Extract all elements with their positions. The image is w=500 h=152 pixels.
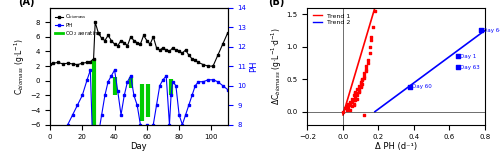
- Point: [352, 96, 360, 98]
- Legend: C$_{biomass}$, PH, CO$_2$ aerating: C$_{biomass}$, PH, CO$_2$ aerating: [53, 10, 104, 40]
- Point: [356, 83, 364, 86]
- Y-axis label: C$_{biomass}$ (g·L$^{-1}$): C$_{biomass}$ (g·L$^{-1}$): [12, 38, 27, 95]
- X-axis label: Day: Day: [130, 142, 147, 151]
- Text: Day 64: Day 64: [483, 28, 500, 33]
- X-axis label: Δ PH (d⁻¹): Δ PH (d⁻¹): [375, 142, 418, 151]
- Point: [406, 86, 414, 88]
- Point: [348, 101, 356, 103]
- Point: [358, 78, 366, 80]
- Point: [360, 114, 368, 116]
- Text: (A): (A): [18, 0, 34, 7]
- Point: [346, 104, 354, 106]
- Point: [353, 88, 361, 90]
- Point: [364, 62, 372, 64]
- Point: [362, 68, 370, 71]
- Point: [342, 105, 350, 108]
- Text: Day 60: Day 60: [412, 84, 432, 89]
- Point: [350, 99, 358, 101]
- Point: [364, 58, 372, 61]
- Point: [356, 84, 364, 87]
- Y-axis label: ΔC$_{biomass}$ (g·L$^{-1}$·d$^{-1}$): ΔC$_{biomass}$ (g·L$^{-1}$·d$^{-1}$): [270, 27, 283, 105]
- Text: (B): (B): [268, 0, 285, 7]
- Point: [355, 91, 363, 93]
- Point: [353, 92, 361, 95]
- Point: [358, 83, 366, 86]
- Point: [356, 86, 364, 88]
- Point: [355, 84, 363, 87]
- Point: [344, 107, 352, 110]
- Point: [353, 94, 361, 97]
- Point: [346, 109, 354, 112]
- Point: [366, 52, 374, 54]
- Point: [360, 77, 368, 79]
- Point: [355, 90, 363, 92]
- Point: [356, 81, 364, 84]
- Point: [340, 107, 348, 110]
- Point: [454, 66, 462, 69]
- Point: [358, 79, 366, 82]
- Point: [352, 99, 360, 101]
- Point: [362, 70, 370, 73]
- Point: [368, 36, 376, 38]
- Point: [350, 103, 358, 105]
- Point: [362, 65, 370, 67]
- Point: [348, 105, 356, 108]
- Point: [355, 88, 363, 90]
- Point: [350, 94, 358, 97]
- Point: [371, 10, 379, 12]
- Point: [342, 109, 350, 112]
- Point: [360, 71, 368, 74]
- Point: [454, 55, 462, 58]
- Point: [352, 92, 360, 95]
- Y-axis label: PH: PH: [249, 60, 258, 72]
- Point: [369, 26, 377, 28]
- Point: [339, 110, 347, 113]
- Point: [368, 39, 376, 41]
- Point: [346, 101, 354, 103]
- Point: [360, 75, 368, 77]
- Legend: Trend 1, Trend 2: Trend 1, Trend 2: [310, 11, 354, 28]
- Point: [348, 97, 356, 100]
- Point: [353, 97, 361, 100]
- Point: [366, 45, 374, 48]
- Text: Day 63: Day 63: [460, 65, 480, 70]
- Point: [352, 91, 360, 93]
- Point: [478, 29, 486, 32]
- Text: Day 1: Day 1: [460, 54, 476, 59]
- Point: [350, 104, 358, 106]
- Point: [344, 103, 352, 105]
